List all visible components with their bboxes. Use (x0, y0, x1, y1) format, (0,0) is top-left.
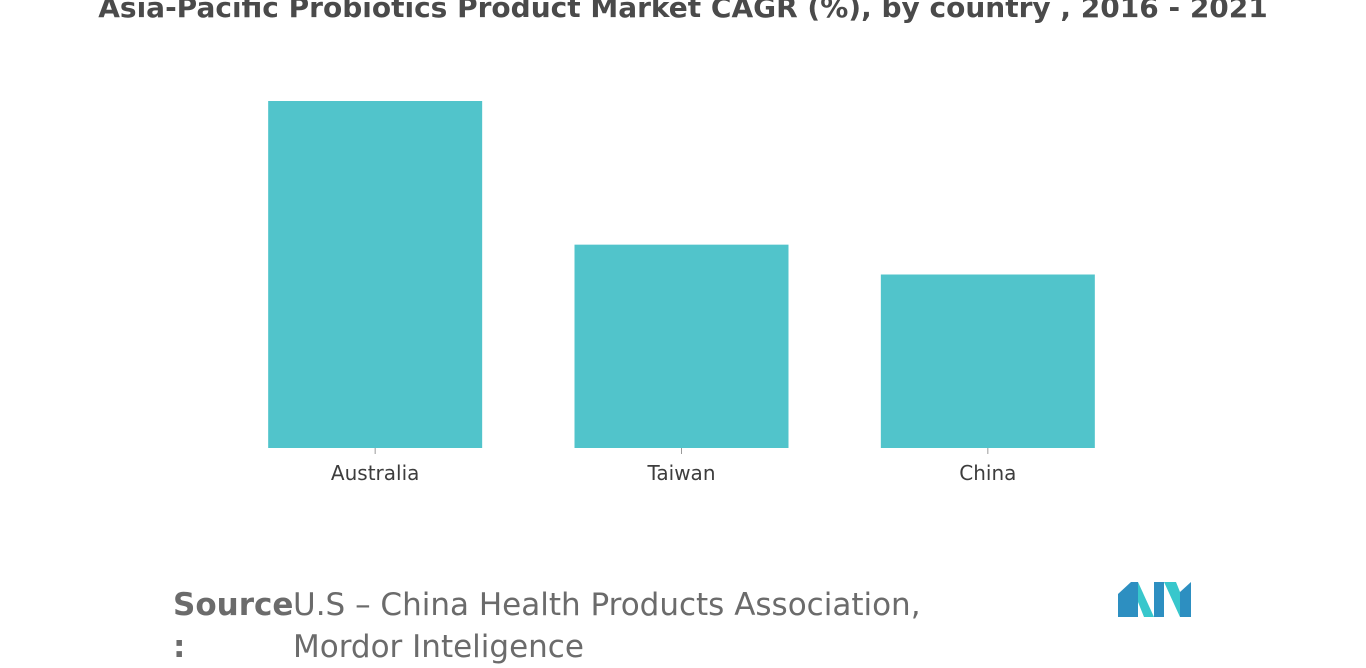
bar-australia (268, 101, 483, 448)
bar-china (880, 274, 1095, 448)
x-tick-label: China (959, 461, 1016, 485)
bar-chart: Australia Taiwan China (268, 101, 1095, 485)
x-tick-label: Taiwan (646, 461, 715, 485)
bar-taiwan (574, 244, 789, 448)
source-label: Source : (173, 587, 294, 665)
mordor-intelligence-logo-icon (1118, 582, 1191, 617)
x-tick-label: Australia (331, 461, 419, 485)
source-text: U.S – China Health Products Association,… (293, 587, 921, 665)
chart-title: Asia-Pacific Probiotics Product Market C… (98, 0, 1268, 24)
